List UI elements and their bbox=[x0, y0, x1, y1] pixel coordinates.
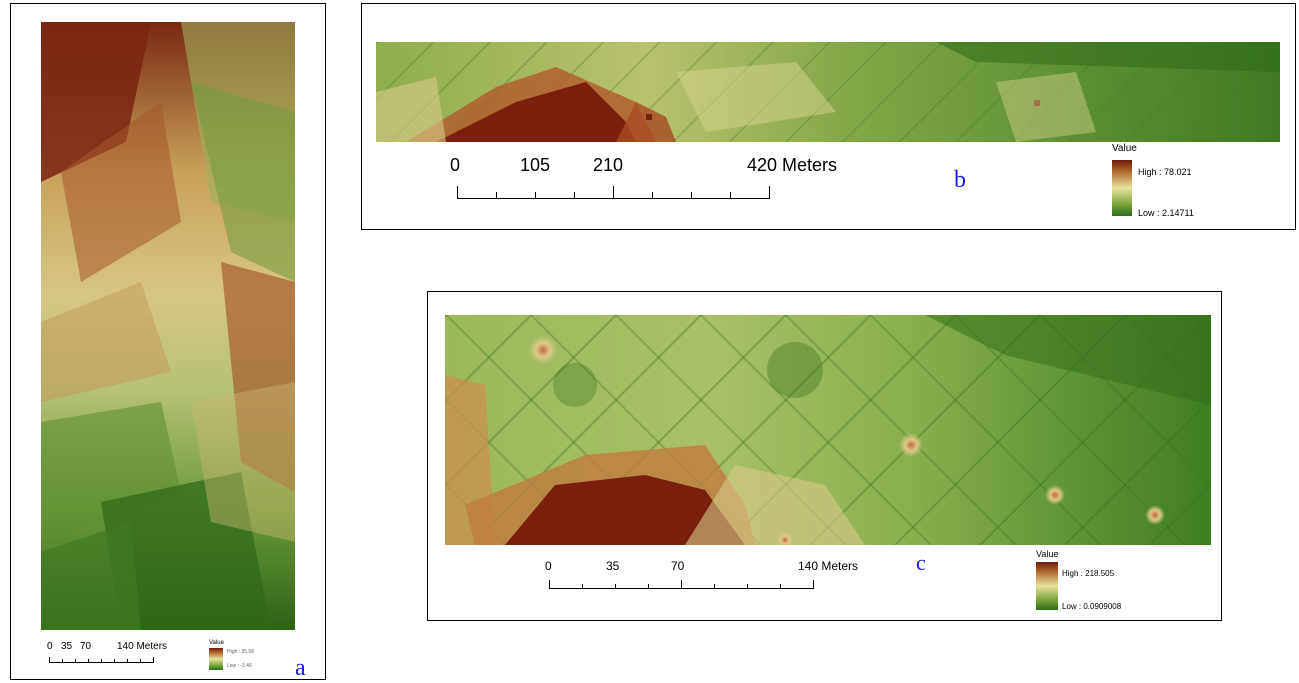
panel-b-scale-label-0: 0 bbox=[450, 155, 461, 175]
panel-b-scale-label-1: 105 bbox=[520, 155, 551, 175]
panel-b-scale-tick bbox=[496, 192, 497, 199]
panel-c-scale-bar: 0 35 70 140 Meters bbox=[538, 560, 878, 594]
panel-c-scale-tick bbox=[747, 584, 748, 589]
panel-a-scale-tick bbox=[114, 659, 115, 663]
panel-a-raster-svg bbox=[41, 22, 295, 630]
panel-a-legend-high: High : 35.58 bbox=[227, 649, 254, 655]
panel-b-legend-ramp bbox=[1112, 160, 1132, 216]
panel-a-scale-tick bbox=[75, 659, 76, 663]
panel-b-letter: b bbox=[954, 167, 966, 193]
panel-b-scale-tick bbox=[535, 192, 536, 199]
panel-c-scale-tick bbox=[813, 580, 814, 589]
panel-c-scale-tick bbox=[714, 584, 715, 589]
panel-b-legend: Value High : 78.021 Low : 2.14711 bbox=[1110, 142, 1250, 222]
panel-a-scale-tick bbox=[49, 657, 50, 663]
panel-a-scale-tick bbox=[127, 659, 128, 663]
panel-b-frame: 0 105 210 420 Meters b Value High : 78.0… bbox=[361, 3, 1296, 230]
panel-b-legend-title: Value bbox=[1112, 143, 1137, 154]
panel-a-scale-label-0: 0 bbox=[47, 641, 53, 652]
panel-b-scale-tick bbox=[691, 192, 692, 199]
panel-c-legend: Value High : 218.505 Low : 0.0909008 bbox=[1034, 548, 1194, 616]
panel-a-scale-tick bbox=[88, 659, 89, 663]
panel-a-scale-tick bbox=[153, 657, 154, 663]
panel-c-scale-tick bbox=[549, 580, 550, 589]
panel-a-scale-label-1: 35 bbox=[61, 641, 73, 652]
panel-b-scale-label-2: 210 bbox=[593, 155, 624, 175]
panel-a-scale-bar: 0 35 70 140 Meters bbox=[47, 642, 177, 666]
panel-a-legend: Value High : 35.58 Low : -3.46 bbox=[207, 640, 267, 672]
panel-c-scale-label-0: 0 bbox=[545, 559, 552, 573]
panel-c-raster-map bbox=[445, 315, 1211, 545]
panel-b-scale-tick bbox=[613, 186, 614, 199]
panel-b-raster-map bbox=[376, 42, 1280, 142]
panel-a-legend-title: Value bbox=[209, 640, 224, 646]
panel-a-letter: a bbox=[295, 655, 306, 681]
panel-a-scale-label-3: 140 Meters bbox=[117, 641, 168, 652]
panel-c-scale-tick bbox=[681, 580, 682, 589]
panel-c-scale-label-2: 70 bbox=[671, 559, 685, 573]
panel-c-scale-tick bbox=[582, 584, 583, 589]
panel-c-legend-high: High : 218.505 bbox=[1062, 569, 1115, 578]
panel-c-scale-tick bbox=[615, 584, 616, 589]
panel-c-legend-title: Value bbox=[1036, 549, 1059, 559]
panel-b-scale-tick bbox=[652, 192, 653, 199]
panel-a-scale-tick bbox=[62, 659, 63, 663]
panel-b-scale-tick bbox=[574, 192, 575, 199]
panel-c-scale-label-1: 35 bbox=[606, 559, 620, 573]
panel-a-legend-low: Low : -3.46 bbox=[227, 663, 252, 669]
panel-b-scale-tick bbox=[730, 192, 731, 199]
panel-b-scale-tick bbox=[769, 186, 770, 199]
panel-c-letter: c bbox=[916, 550, 926, 575]
panel-a-raster-map bbox=[41, 22, 295, 630]
panel-c-scale-tick bbox=[648, 584, 649, 589]
panel-b-scale-bar: 0 105 210 420 Meters bbox=[442, 156, 882, 206]
panel-b-legend-high: High : 78.021 bbox=[1138, 167, 1192, 177]
panel-a-legend-ramp bbox=[209, 648, 223, 670]
panel-a-frame: 0 35 70 140 Meters Value High : 35.58 Lo… bbox=[10, 3, 326, 680]
panel-a-scale-tick bbox=[140, 659, 141, 663]
panel-c-legend-low: Low : 0.0909008 bbox=[1062, 602, 1122, 611]
panel-c-legend-ramp bbox=[1036, 562, 1058, 610]
panel-c-raster-svg bbox=[445, 315, 1211, 545]
panel-c-scale-label-3: 140 Meters bbox=[798, 559, 859, 573]
panel-b-raster-svg bbox=[376, 42, 1280, 142]
panel-b-scale-tick bbox=[457, 186, 458, 199]
panel-c-scale-tick bbox=[780, 584, 781, 589]
panel-b-legend-low: Low : 2.14711 bbox=[1138, 208, 1194, 218]
panel-b-scale-label-3: 420 Meters bbox=[747, 155, 838, 175]
panel-c-frame: 0 35 70 140 Meters c Value High : 218.50… bbox=[427, 291, 1222, 621]
panel-a-scale-label-2: 70 bbox=[80, 641, 92, 652]
panel-a-scale-tick bbox=[101, 659, 102, 663]
